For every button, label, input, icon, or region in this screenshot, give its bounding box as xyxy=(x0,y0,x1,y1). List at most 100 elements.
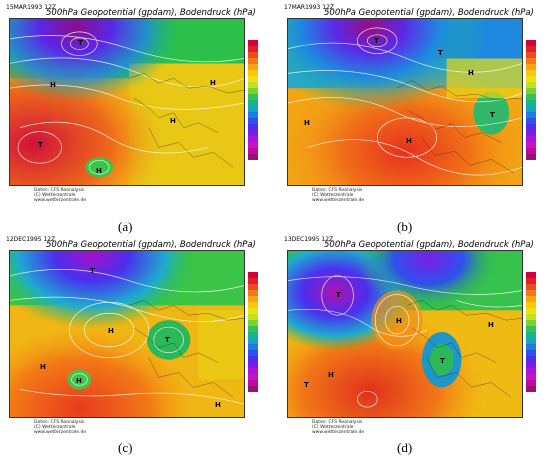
legend-swatch xyxy=(248,136,258,142)
legend-swatch xyxy=(248,302,258,308)
legend-swatch xyxy=(526,332,536,338)
legend-swatch xyxy=(526,124,536,130)
map-graphic xyxy=(10,251,244,417)
legend-swatch xyxy=(526,290,536,296)
legend-swatch xyxy=(526,314,536,320)
legend-swatch xyxy=(526,338,536,344)
weather-map: T H H H T H xyxy=(9,18,245,186)
legend-swatch xyxy=(248,320,258,326)
legend-swatch xyxy=(526,76,536,82)
legend-swatch xyxy=(526,272,536,278)
legend-swatch xyxy=(526,344,536,350)
map-graphic xyxy=(10,19,244,185)
caption-a: (a) xyxy=(118,219,133,234)
legend-swatch xyxy=(248,296,258,302)
legend-swatch xyxy=(248,46,258,52)
legend-swatch xyxy=(526,106,536,112)
credit-text: Daten: CFS Reanalysis (C) Wetterzentrale… xyxy=(312,188,364,203)
legend-swatch xyxy=(526,64,536,70)
map-graphic xyxy=(288,19,522,185)
map-panel-b: 17MAR1993 12Z 500hPa Geopotential (gpdam… xyxy=(284,4,546,203)
legend-swatch xyxy=(526,386,536,392)
pressure-label: T xyxy=(438,49,443,57)
legend-swatch xyxy=(248,272,258,278)
legend-swatch xyxy=(248,386,258,392)
legend-swatch xyxy=(248,130,258,136)
legend-swatch xyxy=(526,136,536,142)
credit-line: Daten: CFS Reanalysis xyxy=(312,420,363,425)
credit-text: Daten: CFS Reanalysis (C) Wetterzentrale… xyxy=(34,420,86,435)
legend-swatch xyxy=(248,350,258,356)
pressure-label: H xyxy=(50,81,56,89)
legend-swatch xyxy=(248,94,258,100)
pressure-label: T xyxy=(440,357,445,365)
legend-swatch xyxy=(248,284,258,290)
legend-swatch xyxy=(248,368,258,374)
legend-swatch xyxy=(248,308,258,314)
caption-b: (b) xyxy=(397,219,413,234)
legend-swatch xyxy=(526,380,536,386)
timestamp: 15MAR1993 12Z xyxy=(6,4,57,11)
legend-swatch xyxy=(526,52,536,58)
pressure-label: H xyxy=(406,137,412,145)
legend-swatch xyxy=(248,124,258,130)
map-panel-a: 15MAR1993 12Z 500hPa Geopotential (gpdam… xyxy=(6,4,268,203)
weather-map: T H H T H T xyxy=(287,250,523,418)
legend-swatch xyxy=(248,40,258,46)
credit-line: (C) Wetterzentrale xyxy=(312,425,354,430)
legend-swatch xyxy=(248,278,258,284)
legend-swatch xyxy=(526,118,536,124)
timestamp: 17MAR1993 12Z xyxy=(284,4,335,11)
color-legend xyxy=(248,40,258,160)
legend-swatch xyxy=(526,40,536,46)
credit-line: (C) Wetterzentrale xyxy=(312,193,354,198)
legend-swatch xyxy=(248,64,258,70)
legend-swatch xyxy=(248,148,258,154)
legend-swatch xyxy=(526,350,536,356)
pressure-label: T xyxy=(374,37,379,45)
credit-line: www.wetterzentrale.de xyxy=(34,430,87,435)
legend-swatch xyxy=(526,142,536,148)
legend-swatch xyxy=(248,52,258,58)
credit-text: Daten: CFS Reanalysis (C) Wetterzentrale… xyxy=(34,188,86,203)
color-legend xyxy=(248,272,258,392)
legend-swatch xyxy=(248,118,258,124)
legend-swatch xyxy=(526,112,536,118)
pressure-label: H xyxy=(170,117,176,125)
legend-swatch xyxy=(526,88,536,94)
legend-swatch xyxy=(526,308,536,314)
pressure-label: T xyxy=(165,336,170,344)
map-title: 500hPa Geopotential (gpdam), Bodendruck … xyxy=(46,8,256,18)
pressure-label: H xyxy=(40,363,46,371)
legend-swatch xyxy=(526,278,536,284)
legend-swatch xyxy=(248,76,258,82)
legend-swatch xyxy=(526,302,536,308)
legend-swatch xyxy=(248,70,258,76)
pressure-label: H xyxy=(108,327,114,335)
credit-line: www.wetterzentrale.de xyxy=(312,430,365,435)
credit-line: Daten: CFS Reanalysis xyxy=(34,420,85,425)
credit-line: Daten: CFS Reanalysis xyxy=(34,188,85,193)
pressure-label: H xyxy=(468,69,474,77)
pressure-label: H xyxy=(488,321,494,329)
credit-line: Daten: CFS Reanalysis xyxy=(312,188,363,193)
map-title: 500hPa Geopotential (gpdam), Bodendruck … xyxy=(46,240,256,250)
legend-swatch xyxy=(526,94,536,100)
pressure-label: T xyxy=(336,291,341,299)
map-title: 500hPa Geopotential (gpdam), Bodendruck … xyxy=(324,240,534,250)
legend-swatch xyxy=(248,88,258,94)
credit-line: (C) Wetterzentrale xyxy=(34,193,76,198)
weather-map: T H H H T H xyxy=(9,250,245,418)
map-title: 500hPa Geopotential (gpdam), Bodendruck … xyxy=(324,8,534,18)
color-legend xyxy=(526,272,536,392)
legend-swatch xyxy=(248,290,258,296)
caption-d: (d) xyxy=(397,440,413,455)
legend-swatch xyxy=(526,130,536,136)
pressure-label: H xyxy=(304,119,310,127)
pressure-label: T xyxy=(38,141,43,149)
legend-swatch xyxy=(248,326,258,332)
map-panel-c: 12DEC1995 12Z 500hPa Geopotential (gpdam… xyxy=(6,236,268,435)
pressure-label: H xyxy=(396,317,402,325)
map-graphic xyxy=(288,251,522,417)
pressure-label: H xyxy=(76,377,82,385)
